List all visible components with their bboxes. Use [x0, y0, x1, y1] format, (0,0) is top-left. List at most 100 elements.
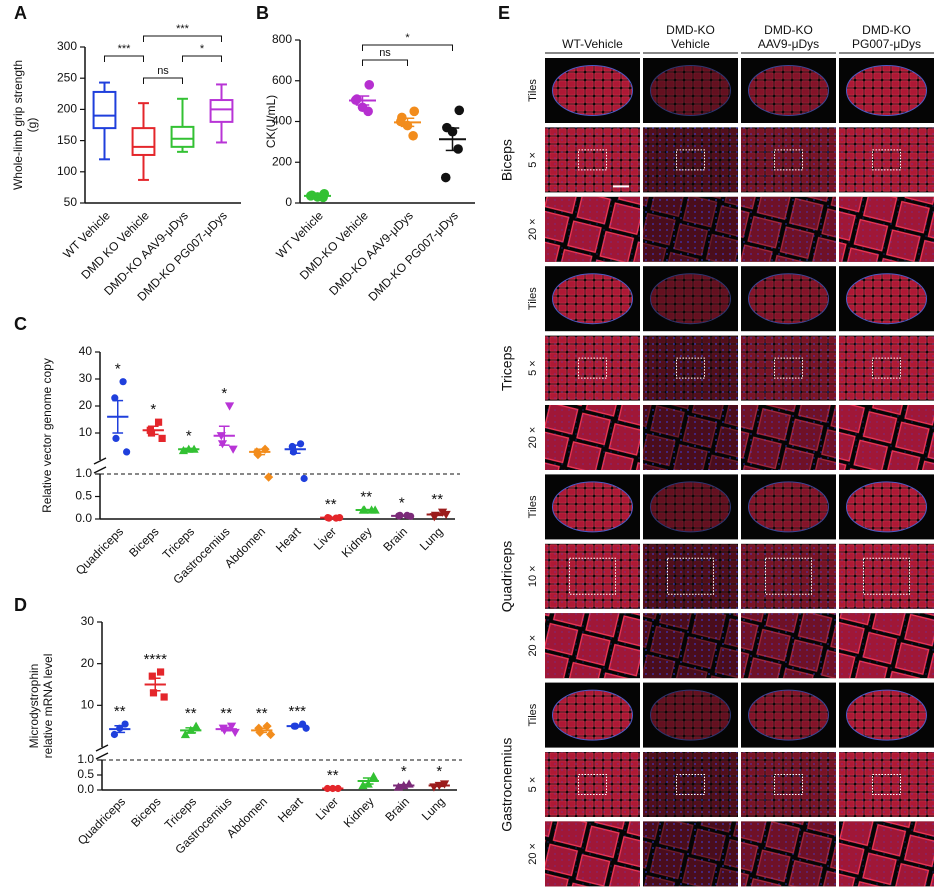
nuclei-stain	[741, 613, 836, 679]
y-tick-label: 0.0	[77, 782, 94, 796]
data-point	[453, 144, 463, 154]
data-point	[266, 729, 276, 740]
comparison-bracket	[182, 55, 222, 62]
row-label: 10 ×	[527, 565, 539, 587]
x-tick-label: Quadriceps	[75, 794, 128, 847]
column-header: Vehicle	[671, 37, 710, 51]
x-tick-label: Heart	[275, 794, 306, 825]
significance-label: **	[256, 705, 268, 722]
data-point	[358, 780, 368, 790]
nuclei-stain	[643, 405, 738, 470]
nuclei-stain	[839, 405, 934, 470]
comparison-bracket	[104, 55, 144, 62]
nuclei-stain	[741, 127, 836, 193]
column-header: PG007-μDys	[852, 37, 921, 51]
panel-label: D	[14, 595, 27, 615]
row-label: 5 ×	[527, 777, 539, 793]
panel-label: C	[14, 314, 27, 334]
x-tick-label: Lung	[419, 794, 448, 823]
tissue-section	[748, 689, 829, 741]
significance-label: **	[325, 496, 337, 513]
y-tick-label: 10	[81, 698, 95, 712]
data-point	[154, 418, 163, 426]
data-point	[228, 445, 238, 454]
y-tick-label: 100	[57, 164, 77, 178]
group-label: Triceps	[499, 346, 515, 391]
tissue-section	[650, 481, 731, 533]
comparison-bracket	[143, 77, 183, 84]
row-label: 20 ×	[527, 635, 539, 657]
column-header: DMD-KO	[764, 23, 813, 37]
y-tick-label: 1.0	[75, 466, 92, 480]
group-label: Quadriceps	[499, 541, 515, 613]
x-tick-label: DMD-KO PG007-μDys	[365, 208, 460, 303]
tissue-section	[748, 273, 829, 325]
data-point	[440, 172, 451, 183]
data-point	[111, 394, 119, 402]
zoom-box	[863, 557, 910, 595]
significance-label: **	[327, 767, 339, 784]
comparison-label: *	[405, 32, 410, 44]
x-tick-label: Kidney	[339, 524, 375, 560]
data-point	[226, 722, 237, 731]
significance-label: *	[399, 494, 405, 511]
data-point	[296, 440, 305, 448]
significance-label: **	[114, 703, 126, 720]
comparison-bracket	[143, 35, 222, 42]
comparison-bracket	[362, 59, 408, 66]
tissue-section	[552, 273, 633, 325]
y-axis-label: Whole-limb grip strength	[11, 60, 25, 190]
nuclei-stain	[839, 196, 934, 262]
data-point	[180, 729, 191, 739]
panel-label: E	[498, 3, 510, 23]
nuclei-stain	[741, 821, 836, 887]
significance-label: *	[401, 763, 407, 780]
x-tick-label: Lung	[417, 524, 446, 553]
y-axis-label: (g)	[25, 118, 39, 133]
y-tick-label: 0.0	[75, 511, 92, 525]
y-tick-label: 10	[79, 425, 93, 439]
nuclei-stain	[741, 335, 836, 401]
nuclei-stain	[839, 613, 934, 679]
tissue-section	[748, 65, 829, 116]
x-tick-label: DMD-KO AAV9-μDys	[326, 208, 416, 298]
data-point	[408, 130, 418, 141]
y-axis-label: CK(U/mL)	[264, 95, 278, 148]
x-tick-label: Biceps	[126, 524, 161, 559]
significance-label: **	[220, 705, 232, 722]
nuclei-stain	[643, 335, 738, 401]
significance-label: ***	[288, 703, 306, 720]
axis-break	[95, 744, 109, 760]
data-point	[119, 378, 127, 386]
nuclei-stain	[839, 335, 934, 401]
nuclei-stain	[643, 543, 738, 609]
x-tick-label: Kidney	[341, 794, 377, 830]
x-tick-label: Quadriceps	[73, 524, 126, 577]
y-axis-label: Microdystrophin	[27, 664, 41, 749]
y-tick-label: 150	[57, 133, 77, 147]
data-point	[300, 474, 308, 483]
nuclei-stain	[839, 543, 934, 609]
significance-label: **	[431, 491, 443, 508]
y-tick-label: 20	[81, 656, 95, 670]
tissue-section	[846, 481, 927, 533]
comparison-label: ***	[176, 23, 190, 35]
y-tick-label: 600	[272, 73, 292, 87]
panel-label: B	[256, 3, 269, 23]
significance-label: *	[186, 427, 192, 444]
data-point	[230, 728, 240, 738]
zoom-box	[667, 557, 714, 595]
data-point	[112, 434, 120, 442]
nuclei-stain	[545, 127, 640, 193]
significance-label: *	[221, 385, 227, 402]
nuclei-stain	[545, 613, 640, 679]
tissue-section	[846, 65, 927, 116]
group-label: Gastrocnemius	[499, 738, 515, 832]
x-tick-label: DMD KO Vehicle	[78, 208, 152, 282]
significance-label: *	[150, 401, 156, 418]
x-tick-label: Brain	[380, 524, 410, 554]
data-point	[156, 668, 165, 676]
comparison-bracket	[362, 44, 453, 51]
data-point	[217, 440, 228, 449]
column-header: DMD-KO	[862, 23, 911, 37]
